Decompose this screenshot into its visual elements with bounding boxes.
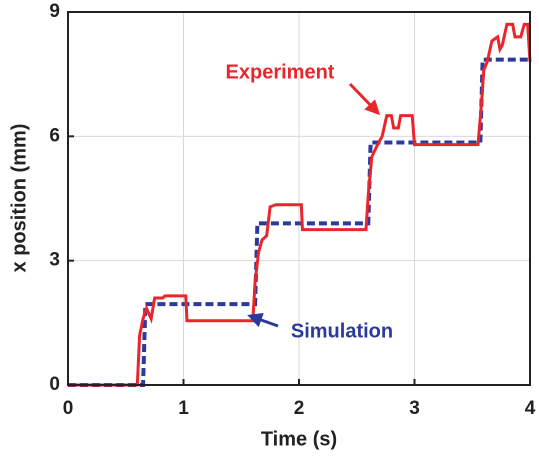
x-tick-label: 0 xyxy=(63,398,74,419)
y-tick-label: 9 xyxy=(49,1,60,22)
annotation-arrow xyxy=(348,82,381,116)
x-tick-label: 2 xyxy=(294,398,305,419)
y-tick-label: 0 xyxy=(49,374,60,395)
y-tick-label: 6 xyxy=(49,125,60,146)
plot-frame xyxy=(67,11,531,386)
series-line xyxy=(68,22,532,387)
x-tick-label: 3 xyxy=(409,398,420,419)
y-axis-label: x position (mm) xyxy=(8,124,30,273)
x-axis-label: Time (s) xyxy=(261,428,337,450)
annotation-arrow xyxy=(247,312,279,328)
series-annotation: Experiment xyxy=(226,61,335,83)
y-tick-label: 3 xyxy=(49,250,60,271)
x-tick-label: 1 xyxy=(178,398,189,419)
series-annotation: Simulation xyxy=(291,320,393,342)
x-tick-label: 4 xyxy=(525,398,536,419)
